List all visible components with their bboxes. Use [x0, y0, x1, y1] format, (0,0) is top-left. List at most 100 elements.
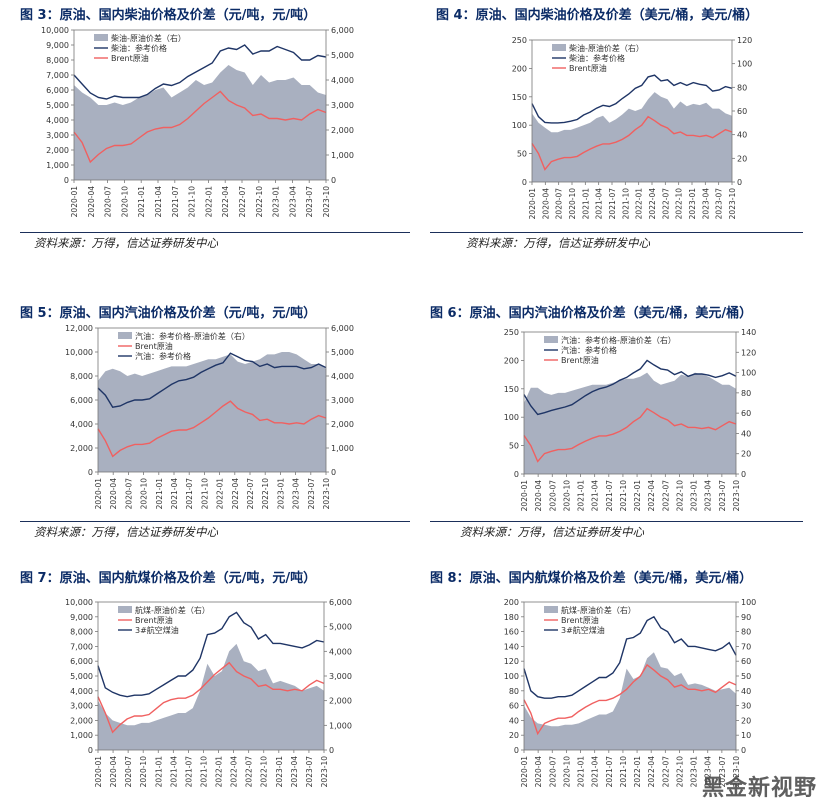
y-tick-label: 3,000: [46, 131, 69, 140]
x-tick-label: 2023-01: [276, 478, 285, 510]
legend-label: 柴油-原油价差（右）: [569, 43, 644, 53]
x-tick-label: 2023-10: [322, 186, 331, 218]
y2-tick-label: 1,000: [331, 151, 354, 160]
x-tick-label: 2021-04: [591, 480, 600, 512]
chart-fig5: 0 2,000 4,000 6,000 8,000 10,000 12,000 0 1,000 2…: [65, 324, 354, 510]
y-tick-label: 100: [512, 121, 527, 130]
divider-rule: [20, 232, 410, 233]
source-note: 资料来源：万得，信达证券研发中心: [466, 236, 650, 250]
x-tick-label: 2023-07: [305, 186, 314, 218]
x-tick-label: 2021-04: [170, 478, 179, 510]
brent-line: [523, 663, 737, 736]
y-tick-label: 40: [509, 716, 519, 725]
x-tick-label: 2022-04: [231, 478, 240, 510]
x-tick-label: 2021-01: [581, 188, 590, 220]
x-tick-label: 2021-10: [621, 188, 630, 220]
y2-tick-label: 50: [741, 672, 751, 681]
y-tick-label: 2,000: [46, 146, 69, 155]
x-tick-label: 2022-10: [260, 756, 269, 788]
y-tick-label: 0: [64, 176, 69, 185]
y-tick-label: 180: [504, 613, 519, 622]
y-tick-label: 250: [512, 36, 527, 45]
x-tick-label: 2022-04: [221, 186, 230, 218]
x-tick-label: 2021-04: [595, 188, 604, 220]
y-tick-label: 9,000: [46, 41, 69, 50]
x-tick-label: 2023-07: [718, 756, 727, 788]
brent-line: [97, 400, 327, 458]
x-tick-label: 2021-07: [171, 186, 180, 218]
y2-tick-label: 30: [741, 702, 751, 711]
y2-tick-label: 40: [741, 687, 751, 696]
y-tick-label: 150: [504, 385, 519, 394]
y-tick-label: 100: [504, 413, 519, 422]
legend-label: Brent原油: [561, 355, 599, 365]
y-tick-label: 10,000: [65, 348, 93, 357]
x-tick-label: 2020-07: [124, 478, 133, 510]
x-tick-label: 2023-04: [290, 756, 299, 788]
y2-tick-label: 20: [741, 450, 751, 459]
y-tick-label: 6,000: [70, 657, 93, 666]
x-tick-label: 2022-07: [246, 478, 255, 510]
x-tick-label: 2021-07: [184, 756, 193, 788]
y-tick-label: 4,000: [70, 687, 93, 696]
legend-label: Brent原油: [135, 341, 173, 351]
plot-frame: [523, 331, 737, 475]
x-tick-label: 2021-07: [605, 756, 614, 788]
legend-label: 汽油：参考价格-原油价差（右）: [135, 331, 250, 341]
y2-tick-label: 0: [741, 746, 746, 755]
x-tick-label: 2020-10: [568, 188, 577, 220]
y2-tick-label: 5,000: [331, 348, 354, 357]
x-tick-label: 2020-10: [140, 478, 149, 510]
x-tick-label: 2020-10: [562, 756, 571, 788]
y2-tick-label: 100: [737, 60, 752, 69]
x-tick-label: 2020-07: [555, 188, 564, 220]
y2-tick-label: 100: [741, 598, 756, 607]
product-line: [523, 615, 737, 699]
x-tick-label: 2020-01: [94, 756, 103, 788]
source-note: 资料来源：万得，信达证券研发中心: [34, 236, 218, 250]
legend-label: Brent原油: [111, 53, 149, 63]
y2-tick-label: 6,000: [331, 26, 354, 35]
y-tick-label: 2,000: [70, 716, 93, 725]
y-tick-label: 12,000: [65, 324, 93, 333]
x-tick-label: 2022-07: [661, 188, 670, 220]
spread-area: [532, 92, 732, 182]
y2-tick-label: 120: [741, 348, 756, 357]
y2-tick-label: 3,000: [331, 396, 354, 405]
brent-line: [523, 407, 737, 463]
chart-fig8: 0 20 40 60 80 100 120 140 160 180 200 0 10 20 30 40 50 60…: [504, 598, 757, 788]
y2-tick-label: 0: [329, 746, 334, 755]
x-tick-label: 2023-10: [732, 480, 741, 512]
y-tick-label: 50: [517, 150, 527, 159]
x-tick-label: 2021-04: [154, 186, 163, 218]
y2-tick-label: 80: [741, 389, 751, 398]
legend-label: 3#航空煤油: [135, 625, 179, 635]
y-tick-label: 8,000: [70, 372, 93, 381]
y-tick-label: 2,000: [70, 444, 93, 453]
x-tick-label: 2022-07: [245, 756, 254, 788]
product-line: [97, 611, 325, 698]
x-tick-label: 2020-07: [124, 756, 133, 788]
x-tick-label: 2023-01: [690, 756, 699, 788]
x-tick-label: 2022-10: [255, 186, 264, 218]
x-tick-label: 2022-04: [647, 480, 656, 512]
y-tick-label: 3,000: [70, 702, 93, 711]
y-tick-label: 4,000: [70, 420, 93, 429]
x-tick-label: 2022-01: [216, 478, 225, 510]
y2-tick-label: 5,000: [331, 51, 354, 60]
x-tick-label: 2020-01: [70, 186, 79, 218]
product-line: [531, 74, 733, 124]
x-tick-label: 2020-01: [528, 188, 537, 220]
product-line: [523, 359, 737, 416]
y2-tick-label: 0: [331, 468, 336, 477]
spread-area: [98, 643, 324, 750]
x-tick-label: 2023-07: [305, 756, 314, 788]
product-line: [73, 44, 327, 100]
y-tick-label: 5,000: [46, 101, 69, 110]
x-tick-label: 2020-07: [104, 186, 113, 218]
y2-tick-label: 100: [741, 369, 756, 378]
legend-swatch: [544, 336, 558, 343]
legend-label: 汽油：参考价格-原油价差（右）: [561, 335, 676, 345]
legend-label: 柴油：参考价格: [111, 43, 167, 53]
y2-tick-label: 0: [737, 178, 742, 187]
